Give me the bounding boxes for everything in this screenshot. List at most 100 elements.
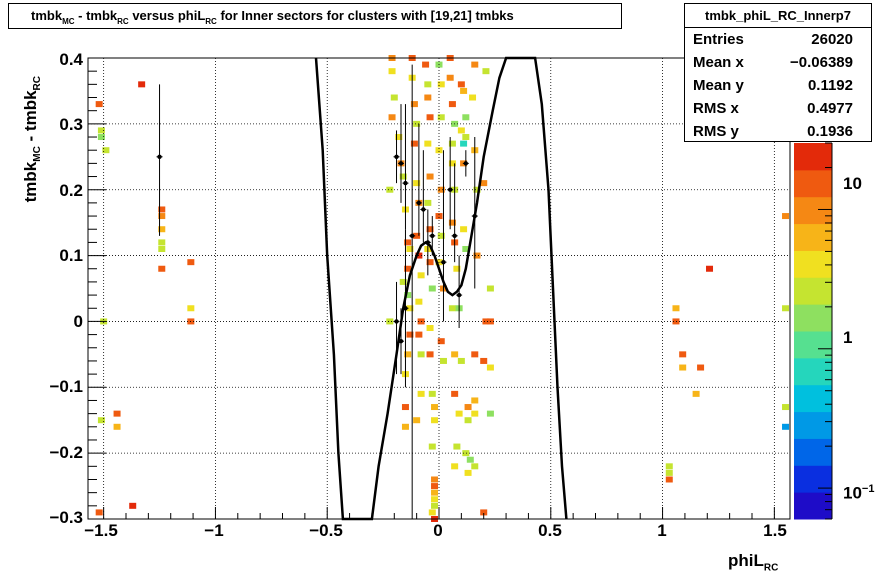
heatmap-cell (672, 305, 680, 312)
profile-point (402, 104, 409, 230)
axis-ticks (88, 57, 775, 520)
heatmap-cell (469, 94, 477, 101)
heatmap-cell (113, 410, 121, 417)
heatmap-cell (431, 417, 439, 424)
heatmap-cell (437, 81, 445, 88)
heatmap-cell (486, 364, 494, 371)
stats-row: RMS y 0.1936 (693, 123, 853, 140)
stats-name: tmbk_phiL_RC_Innerp7 (685, 4, 871, 28)
heatmap-cell (158, 245, 166, 252)
profile-point (447, 137, 454, 230)
heatmap-cell (413, 417, 421, 424)
heatmap-cell (97, 127, 105, 134)
x-axis-label: phiLRC (728, 551, 779, 574)
heatmap-cell (410, 101, 418, 108)
heatmap-cell (390, 94, 398, 101)
heatmap-cell (665, 469, 673, 476)
heatmap-cell (482, 318, 490, 325)
profile-point (415, 123, 422, 236)
heatmap-cell (129, 502, 137, 509)
heatmap-cell (782, 404, 790, 411)
stats-row: Entries 26020 (693, 31, 853, 48)
point-marker (452, 233, 457, 239)
heatmap-cell (431, 502, 439, 509)
heatmap-cell (692, 390, 700, 397)
heatmap-cell (158, 206, 166, 213)
heatmap-cell (426, 114, 434, 121)
heatmap-cell (428, 509, 436, 516)
heatmap-cell (95, 101, 103, 108)
heatmap-cell (426, 351, 434, 358)
stats-row: RMS x 0.4977 (693, 100, 853, 117)
color-palette (794, 142, 833, 520)
heatmap-cell (158, 265, 166, 272)
profile-point (440, 150, 447, 322)
x-tick-label: 0.5 (538, 521, 562, 540)
heatmap-cell (404, 239, 412, 246)
palette-segment (794, 250, 832, 278)
y-tick-label: 0.1 (59, 246, 83, 265)
palette-segment (794, 143, 832, 171)
y-tick-label: −0.1 (49, 377, 83, 396)
heatmap-cell (187, 305, 195, 312)
point-marker (394, 154, 399, 159)
stats-box: tmbk_phiL_RC_Innerp7 Entries 26020 Mean x… (684, 3, 872, 142)
heatmap-cell (102, 147, 110, 154)
palette-segment (794, 492, 832, 520)
x-tick-label: −1 (204, 521, 224, 540)
heatmap-cell (697, 364, 705, 371)
heatmap-cell (672, 318, 680, 325)
heatmap-cell (457, 81, 465, 88)
heatmap-cell (410, 140, 418, 147)
point-marker (430, 233, 435, 239)
heatmap-cell (448, 140, 456, 147)
palette-segment (794, 384, 832, 413)
heatmap-cell (413, 120, 421, 127)
heatmap-cell (473, 252, 481, 259)
heatmap-cell (417, 351, 425, 358)
palette-segment (794, 223, 832, 251)
heatmap-cell (782, 213, 790, 220)
profile-point (409, 64, 416, 519)
point-marker (398, 161, 404, 166)
y-tick-label: −0.2 (49, 443, 83, 462)
heatmap-cell (404, 292, 412, 299)
heatmap-cell (95, 509, 103, 516)
palette-segment (794, 304, 832, 332)
heatmap-cell (448, 101, 456, 108)
point-marker (398, 338, 404, 344)
heatmap-cell (404, 265, 412, 272)
heatmap-cell (782, 423, 790, 430)
heatmap-cell (435, 213, 443, 220)
heatmap-cell (448, 305, 456, 312)
heatmap-cell (431, 496, 439, 503)
profile-point (397, 104, 404, 203)
point-marker (421, 207, 426, 212)
heatmap-cell (401, 423, 409, 430)
profile-points (156, 64, 478, 519)
z-tick-label: 10 (843, 174, 862, 193)
heatmap-cell (480, 180, 488, 187)
heatmap-cell (471, 397, 479, 404)
heatmap-cell (471, 61, 479, 68)
heatmap-cell (482, 68, 490, 75)
heatmap-cell (404, 351, 412, 358)
heatmap-cell (415, 298, 423, 305)
heatmap-cell (426, 226, 434, 233)
y-tick-label: 0.2 (59, 181, 83, 200)
point-marker (441, 259, 446, 265)
plot-frame (87, 57, 791, 520)
heatmap-cell (437, 232, 445, 239)
heatmap-cell (158, 239, 166, 246)
palette-segment (794, 277, 832, 305)
heatmap-cell (451, 463, 459, 470)
point-marker (456, 292, 462, 298)
heatmap-cell (455, 410, 463, 417)
heatmap-cell (431, 489, 439, 496)
heatmap-cell (457, 357, 465, 364)
heatmap-cell (448, 219, 456, 226)
heatmap-cell (439, 357, 447, 364)
y-tick-label: 0.3 (59, 115, 83, 134)
heatmap-cell (406, 305, 414, 312)
